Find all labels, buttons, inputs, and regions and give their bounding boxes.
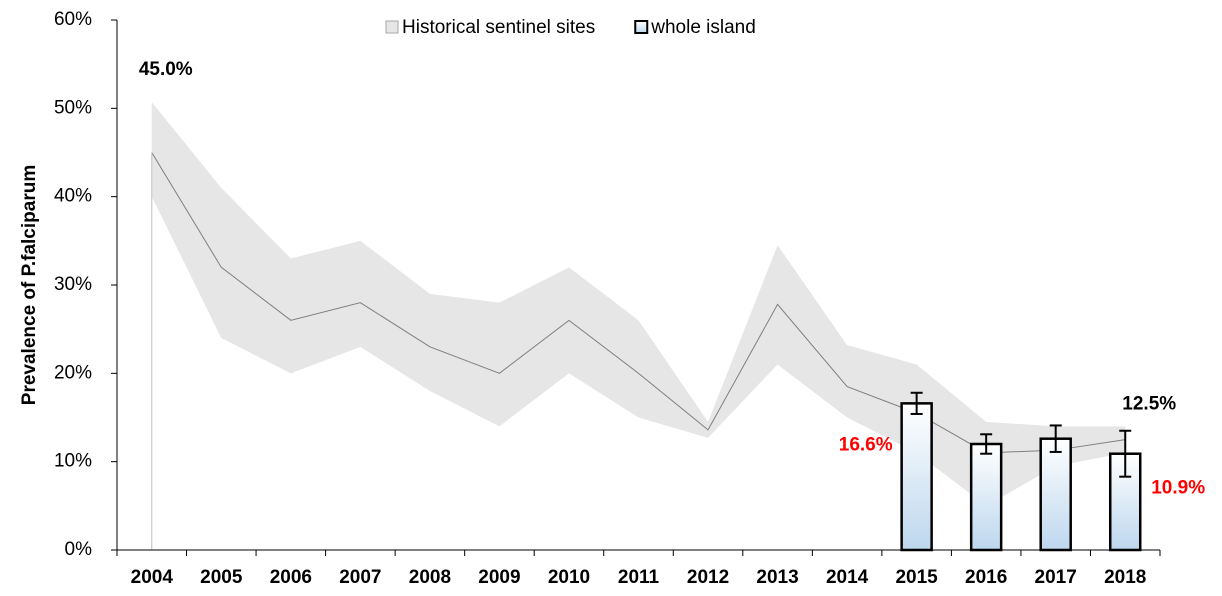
data-label: 12.5%: [1122, 394, 1176, 415]
y-tick-label: 50%: [54, 97, 92, 118]
data-label: 16.6%: [839, 434, 893, 455]
x-tick-label: 2007: [339, 567, 381, 588]
legend-swatch: [385, 20, 399, 34]
x-tick-label: 2016: [965, 567, 1007, 588]
data-label: 45.0%: [139, 59, 193, 80]
x-tick-label: 2008: [409, 567, 451, 588]
legend-swatch: [634, 20, 649, 34]
y-tick-label: 40%: [54, 186, 92, 207]
x-tick-label: 2009: [478, 567, 520, 588]
x-tick-label: 2010: [548, 567, 590, 588]
y-tick-label: 60%: [54, 9, 92, 30]
y-tick-label: 10%: [54, 451, 92, 472]
bar: [900, 402, 933, 552]
trend-line: [151, 152, 1126, 454]
bar: [1039, 437, 1072, 552]
y-tick-label: 0%: [65, 539, 93, 560]
x-tick-label: 2011: [618, 567, 660, 588]
y-axis-title: Prevalence of P.falciparum: [19, 165, 40, 405]
x-tick-label: 2013: [756, 567, 798, 588]
legend-label: Historical sentinel sites: [402, 17, 595, 38]
data-label: 10.9%: [1151, 478, 1205, 499]
x-tick-label: 2015: [895, 567, 938, 588]
y-tick-label: 20%: [54, 362, 92, 383]
x-tick-label: 2018: [1104, 567, 1146, 588]
x-tick-label: 2014: [826, 567, 869, 588]
x-tick-label: 2006: [270, 567, 312, 588]
x-tick-label: 2012: [687, 567, 729, 588]
y-tick-label: 30%: [54, 274, 92, 295]
x-tick-label: 2004: [131, 567, 174, 588]
x-tick-label: 2005: [200, 567, 243, 588]
bar: [969, 442, 1003, 552]
confidence-band: [151, 102, 1126, 506]
legend-label: whole island: [650, 17, 756, 38]
x-tick-label: 2017: [1035, 567, 1077, 588]
